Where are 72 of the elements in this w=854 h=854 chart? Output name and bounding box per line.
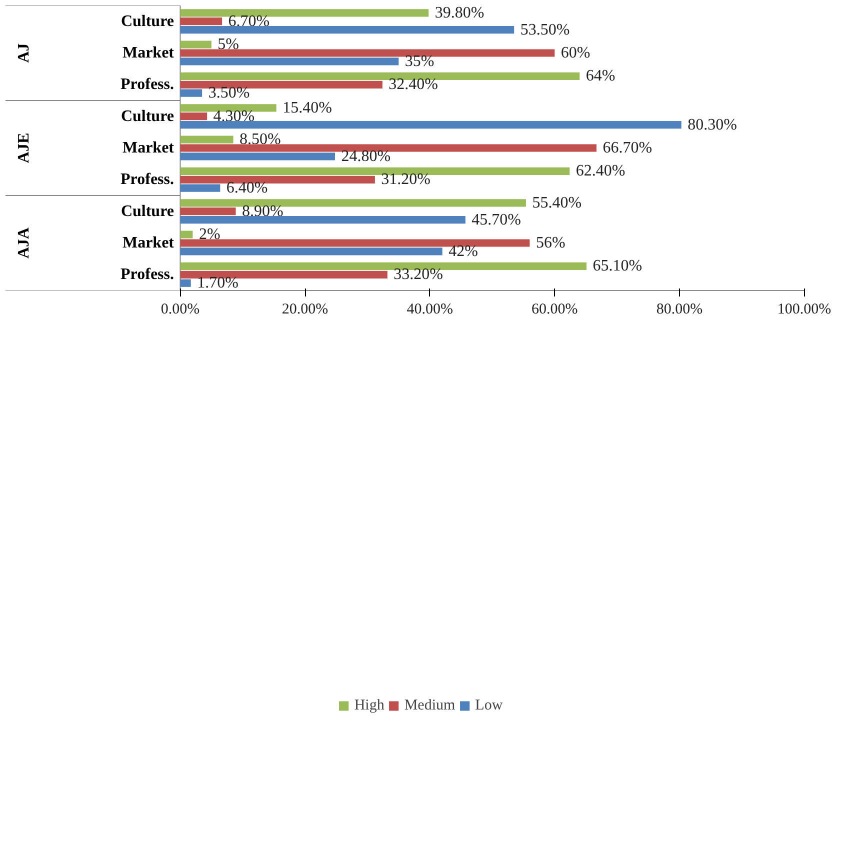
- y-tick-label: Profess.: [120, 171, 174, 188]
- bar: [180, 40, 212, 48]
- bar: [180, 216, 466, 224]
- data-label: 24.80%: [341, 148, 391, 165]
- bar: [180, 270, 388, 278]
- bar: [180, 80, 382, 88]
- data-label: 8.50%: [240, 131, 281, 148]
- x-tick-label: 100.00%: [777, 302, 832, 318]
- bar: [180, 120, 682, 129]
- x-tick-label: 40.00%: [406, 302, 453, 318]
- data-label: 65.10%: [592, 258, 642, 275]
- bar: [180, 26, 514, 34]
- legend-label: High: [354, 697, 384, 714]
- bar: [180, 49, 555, 57]
- bar: [180, 208, 236, 216]
- data-label: 56%: [536, 234, 566, 252]
- bar: [180, 104, 276, 112]
- y-tick-label: Market: [122, 234, 175, 252]
- legend-label: Medium: [404, 697, 456, 714]
- data-label: 80.30%: [688, 116, 737, 134]
- y-tick-label: Market: [122, 140, 175, 156]
- bar: [180, 89, 202, 97]
- data-label: 62.40%: [576, 162, 626, 180]
- bar: [180, 136, 234, 144]
- bar: [180, 9, 429, 17]
- data-label: 15.40%: [282, 99, 332, 116]
- data-label: 35%: [404, 52, 434, 70]
- bar: [180, 176, 375, 184]
- bar: [180, 248, 442, 256]
- x-tick-label: 0.00%: [160, 302, 200, 318]
- data-label: 2%: [198, 226, 220, 244]
- bar: [180, 239, 530, 247]
- y-tick-label: Profess.: [120, 76, 174, 94]
- bar: [180, 58, 399, 66]
- data-label: 42%: [448, 242, 478, 260]
- data-label: 1.70%: [197, 274, 238, 292]
- text: AJE: [16, 132, 33, 164]
- data-label: 5%: [218, 36, 240, 54]
- y-tick-label: Market: [122, 44, 175, 62]
- legend-label: Low: [475, 697, 503, 714]
- data-label: 60%: [560, 44, 590, 62]
- text: AJ: [16, 43, 33, 63]
- bar: [180, 18, 222, 26]
- data-label: 45.70%: [472, 211, 521, 228]
- x-tick-label: 60.00%: [532, 302, 578, 318]
- data-label: 53.50%: [520, 21, 570, 38]
- data-label: 66.70%: [602, 140, 652, 156]
- y-tick-label: Culture: [120, 108, 174, 125]
- y-tick-label: Culture: [120, 12, 174, 30]
- data-label: 6.70%: [228, 12, 270, 30]
- data-label: 32.40%: [388, 76, 438, 94]
- bar: [180, 230, 193, 238]
- data-label: 33.20%: [394, 266, 443, 284]
- bar: [180, 112, 208, 120]
- y-tick-label: Profess.: [120, 266, 174, 284]
- bar: [180, 152, 336, 160]
- data-label: 3.50%: [208, 84, 250, 102]
- data-label: 39.80%: [434, 4, 484, 22]
- data-label: 6.40%: [226, 180, 268, 197]
- data-label: 55.40%: [532, 194, 582, 212]
- x-tick-label: 20.00%: [282, 302, 328, 318]
- data-label: 64%: [586, 68, 616, 85]
- bar: [180, 144, 596, 152]
- bar: [180, 184, 220, 192]
- y-tick-label: Culture: [120, 202, 174, 220]
- data-label: 8.90%: [242, 202, 284, 220]
- x-tick-label: 80.00%: [656, 302, 703, 318]
- text: AJA: [16, 227, 33, 259]
- data-label: 4.30%: [213, 108, 255, 125]
- bar: [180, 199, 526, 207]
- bar: [180, 279, 191, 287]
- data-label: 31.20%: [381, 171, 431, 188]
